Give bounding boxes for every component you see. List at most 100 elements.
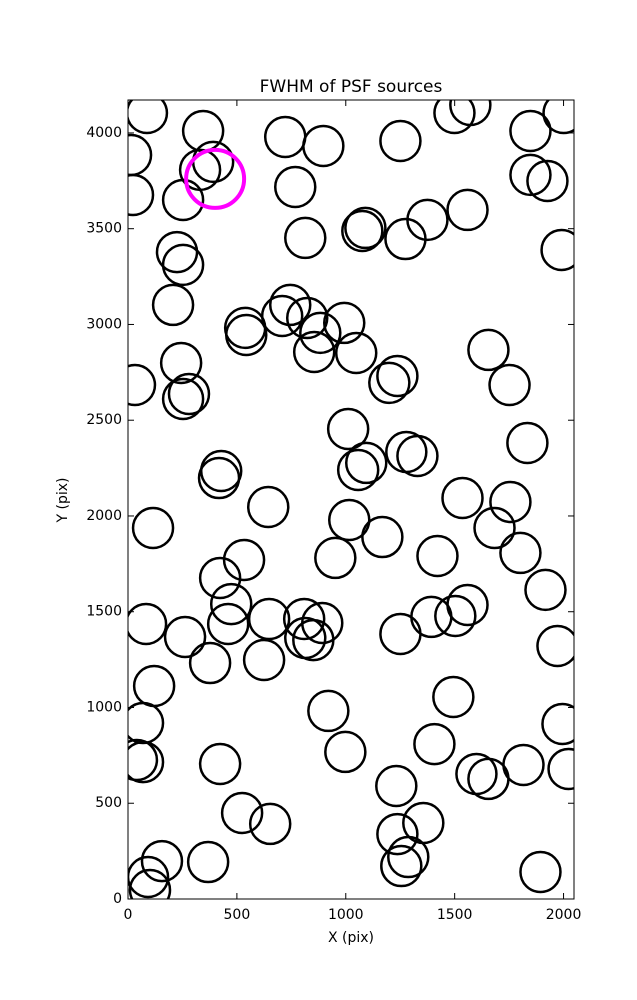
marker: [186, 840, 230, 884]
marker: [376, 812, 419, 856]
marker: [379, 612, 422, 656]
marker: [128, 602, 168, 646]
marker: [536, 624, 574, 668]
marker: [328, 498, 371, 542]
marker: [197, 456, 241, 500]
marker: [334, 331, 378, 375]
marker: [247, 597, 291, 641]
marker: [410, 595, 453, 639]
marker: [375, 764, 418, 808]
marker: [128, 868, 172, 899]
marker: [368, 361, 411, 405]
marker: [547, 747, 574, 791]
marker: [446, 188, 489, 232]
marker: [292, 618, 335, 662]
marker: [282, 597, 326, 641]
marker: [299, 311, 342, 355]
marker: [167, 372, 211, 416]
x-tick-label: 500: [224, 907, 251, 923]
x-axis-label: X (pix): [328, 930, 374, 946]
marker: [449, 100, 492, 127]
marker: [416, 534, 459, 578]
marker: [473, 506, 516, 550]
marker: [222, 538, 266, 582]
marker: [268, 283, 312, 327]
marker: [434, 594, 477, 638]
marker: [344, 441, 388, 485]
marker: [324, 730, 367, 774]
marker: [526, 159, 569, 203]
marker: [432, 675, 475, 719]
highlight-marker: [184, 147, 247, 210]
marker: [307, 689, 350, 733]
y-tick-label: 1000: [86, 699, 122, 715]
marker: [225, 313, 268, 357]
marker: [441, 476, 484, 520]
marker: [220, 791, 264, 835]
y-tick-label: 2000: [86, 508, 122, 524]
marker: [242, 638, 286, 682]
marker: [314, 536, 357, 580]
marker: [467, 328, 510, 372]
marker: [131, 506, 175, 550]
marker: [488, 363, 531, 407]
marker: [396, 434, 439, 478]
marker: [163, 615, 207, 659]
marker: [336, 448, 380, 492]
marker: [509, 109, 552, 153]
x-tick-label: 1500: [437, 907, 473, 923]
x-tick-label: 2000: [546, 907, 582, 923]
marker: [161, 178, 205, 222]
y-tick-label: 500: [95, 795, 122, 811]
marker: [489, 480, 532, 524]
marker: [198, 556, 242, 600]
y-tick-label: 1500: [86, 604, 122, 620]
marker: [387, 835, 430, 879]
marker: [413, 722, 456, 766]
y-tick-label: 0: [113, 891, 122, 907]
marker: [406, 198, 449, 242]
marker: [128, 100, 169, 135]
marker: [361, 515, 404, 559]
marker: [341, 209, 384, 253]
marker: [540, 228, 574, 272]
marker: [151, 283, 195, 327]
marker: [161, 377, 205, 421]
marker: [274, 165, 317, 209]
marker: [509, 153, 552, 197]
marker: [499, 531, 542, 575]
marker: [433, 100, 476, 135]
marker: [246, 485, 290, 529]
y-tick-label: 4000: [86, 125, 122, 141]
marker: [519, 850, 562, 894]
marker: [128, 173, 155, 217]
y-tick-label: 3500: [86, 221, 122, 237]
marker: [344, 206, 387, 250]
marker: [326, 407, 370, 451]
x-tick-label: 1000: [328, 907, 364, 923]
marker: [128, 363, 157, 407]
marker: [302, 124, 345, 168]
marker: [285, 296, 329, 340]
marker: [159, 341, 203, 385]
marker: [284, 216, 327, 260]
marker: [128, 738, 159, 782]
marker: [380, 844, 423, 888]
marker: [128, 133, 153, 177]
marker: [132, 664, 176, 708]
marker: [506, 421, 549, 465]
marker: [322, 301, 366, 345]
marker: [379, 119, 422, 163]
marker: [140, 839, 184, 883]
plot-area: [128, 100, 574, 899]
marker: [248, 802, 292, 846]
marker: [292, 330, 336, 374]
marker: [541, 702, 574, 746]
y-tick-label: 3000: [86, 316, 122, 332]
marker: [209, 582, 253, 626]
axes-frame: [127, 99, 575, 900]
marker: [198, 742, 242, 786]
marker: [128, 701, 165, 745]
marker: [188, 641, 232, 685]
marker: [446, 583, 489, 627]
